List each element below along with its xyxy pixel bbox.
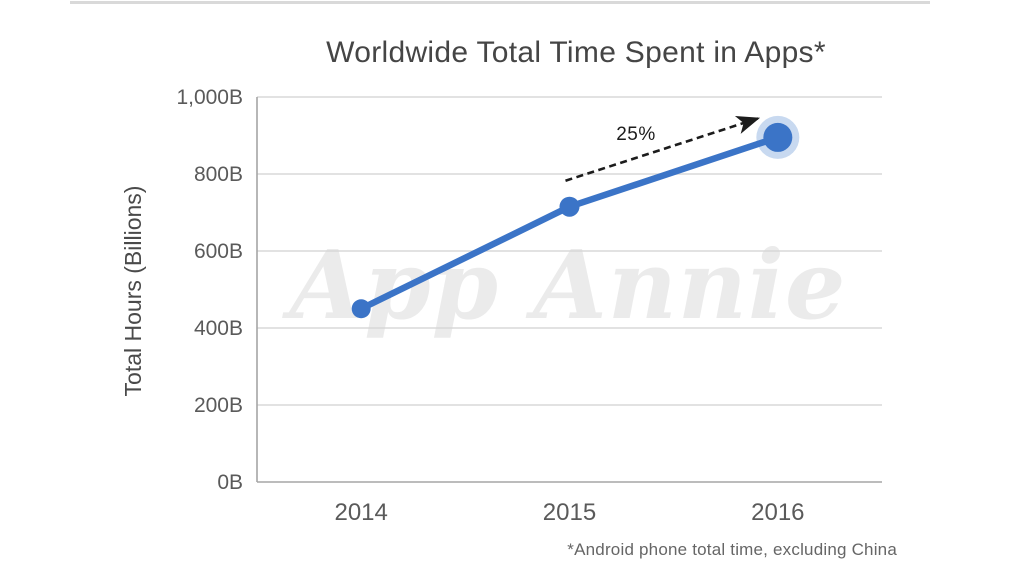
y-tick-label-0B: 0B xyxy=(217,471,243,494)
x-tick-label-2015: 2015 xyxy=(543,499,596,526)
chart-footnote: *Android phone total time, excluding Chi… xyxy=(567,540,897,559)
x-tick-label-2014: 2014 xyxy=(334,499,387,526)
growth-annotation-label: 25% xyxy=(616,124,656,145)
data-point-2014 xyxy=(351,299,371,319)
data-point-2016 xyxy=(763,122,793,152)
x-tick-label-2016: 2016 xyxy=(751,499,804,526)
y-axis-title: Total Hours (Billions) xyxy=(120,186,146,397)
y-tick-label-200B: 200B xyxy=(194,394,243,417)
data-point-2015 xyxy=(559,196,580,217)
top-border-line xyxy=(70,1,930,4)
y-tick-label-800B: 800B xyxy=(194,163,243,186)
y-tick-label-1,000B: 1,000B xyxy=(176,86,243,109)
chart-title: Worldwide Total Time Spent in Apps* xyxy=(326,36,826,69)
y-tick-label-400B: 400B xyxy=(194,317,243,340)
growth-arrow xyxy=(565,116,761,182)
y-tick-label-600B: 600B xyxy=(194,240,243,263)
watermark-text: App Annie xyxy=(281,230,846,341)
